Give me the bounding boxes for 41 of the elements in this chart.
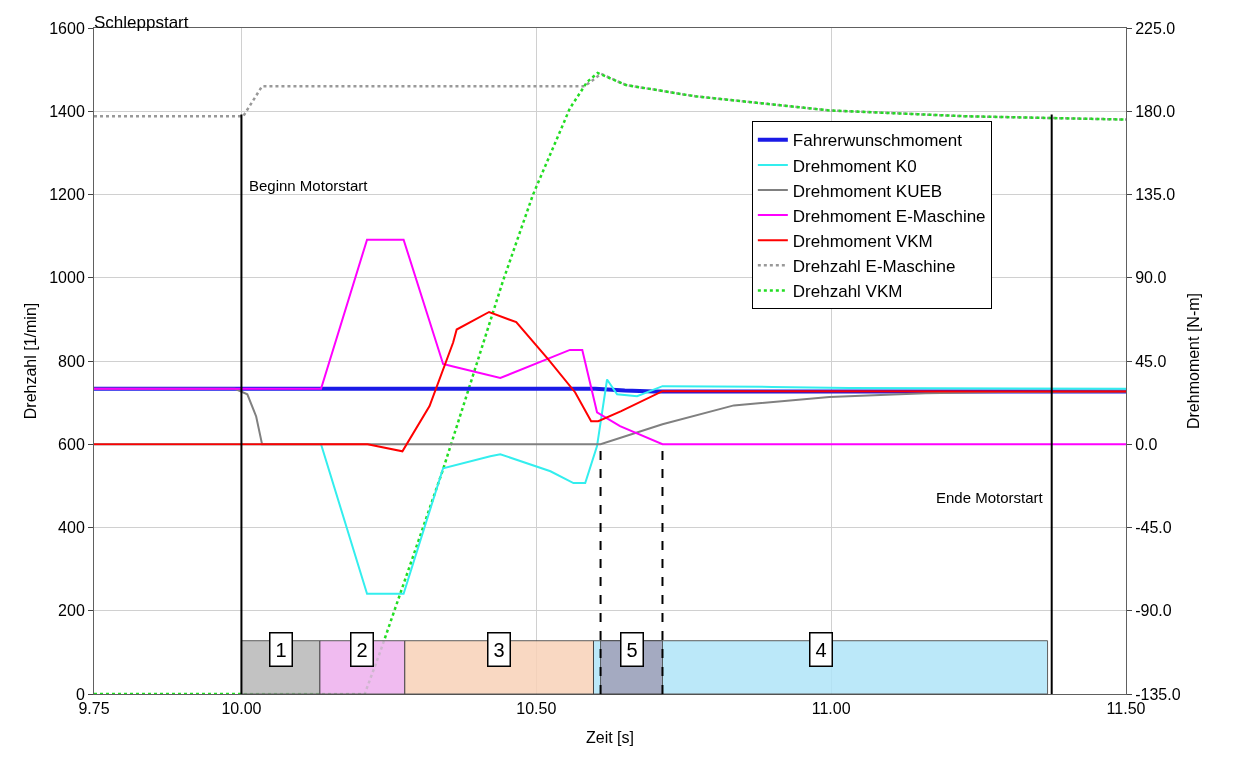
- y-axis-title: Drehzahl [1/min]: [22, 302, 40, 420]
- ref-line-label: Ende Motorstart: [936, 489, 1044, 506]
- y2-axis-title: Drehmoment [N-m]: [1185, 292, 1203, 430]
- y-tick-label: 400: [58, 519, 85, 537]
- y-tick-label: 0: [75, 685, 85, 703]
- legend-label: Drehmoment K0: [792, 156, 917, 176]
- x-tick-label: 11.00: [811, 700, 851, 718]
- legend-label: Drehmoment KUEB: [792, 181, 943, 201]
- x-tick-label: 10.00: [221, 700, 262, 718]
- x-tick-label: 10.50: [516, 700, 557, 718]
- y-tick-label: 1600: [49, 19, 85, 37]
- y2-tick-label: 45.0: [1135, 352, 1167, 370]
- x-tick-label: 9.75: [78, 700, 110, 718]
- y-tick-label: 200: [58, 602, 85, 620]
- legend-label: Drehmoment VKM: [792, 231, 933, 251]
- band-label: 5: [626, 638, 638, 661]
- legend-label: Fahrerwunschmoment: [792, 131, 963, 151]
- y-tick-label: 800: [58, 352, 85, 370]
- legend-label: Drehmoment E-Maschine: [792, 206, 986, 226]
- legend-label: Drehzahl E-Maschine: [792, 256, 956, 276]
- x-tick-label: 11.50: [1106, 700, 1146, 718]
- y2-tick-label: 225.0: [1135, 19, 1176, 37]
- x-axis-title: Zeit [s]: [585, 728, 635, 746]
- band-label: 3: [493, 638, 505, 661]
- y2-tick-label: 0.0: [1135, 435, 1158, 453]
- y2-tick-label: -135.0: [1135, 685, 1181, 703]
- y2-tick-label: -45.0: [1135, 519, 1172, 537]
- y2-tick-label: 135.0: [1135, 186, 1176, 204]
- y-tick-label: 1000: [49, 269, 85, 287]
- y-tick-label: 1200: [49, 186, 85, 204]
- y2-tick-label: -90.0: [1135, 602, 1172, 620]
- band-label: 1: [275, 638, 287, 661]
- chart-title: Schleppstart: [94, 12, 189, 32]
- y-tick-label: 600: [58, 435, 85, 453]
- y-tick-label: 1400: [49, 102, 85, 120]
- band-label: 2: [356, 638, 368, 661]
- band-label: 4: [815, 638, 827, 661]
- y2-tick-label: 90.0: [1135, 269, 1167, 287]
- y2-tick-label: 180.0: [1135, 102, 1176, 120]
- legend-label: Drehzahl VKM: [792, 282, 903, 302]
- ref-line-label: Beginn Motorstart: [249, 177, 369, 194]
